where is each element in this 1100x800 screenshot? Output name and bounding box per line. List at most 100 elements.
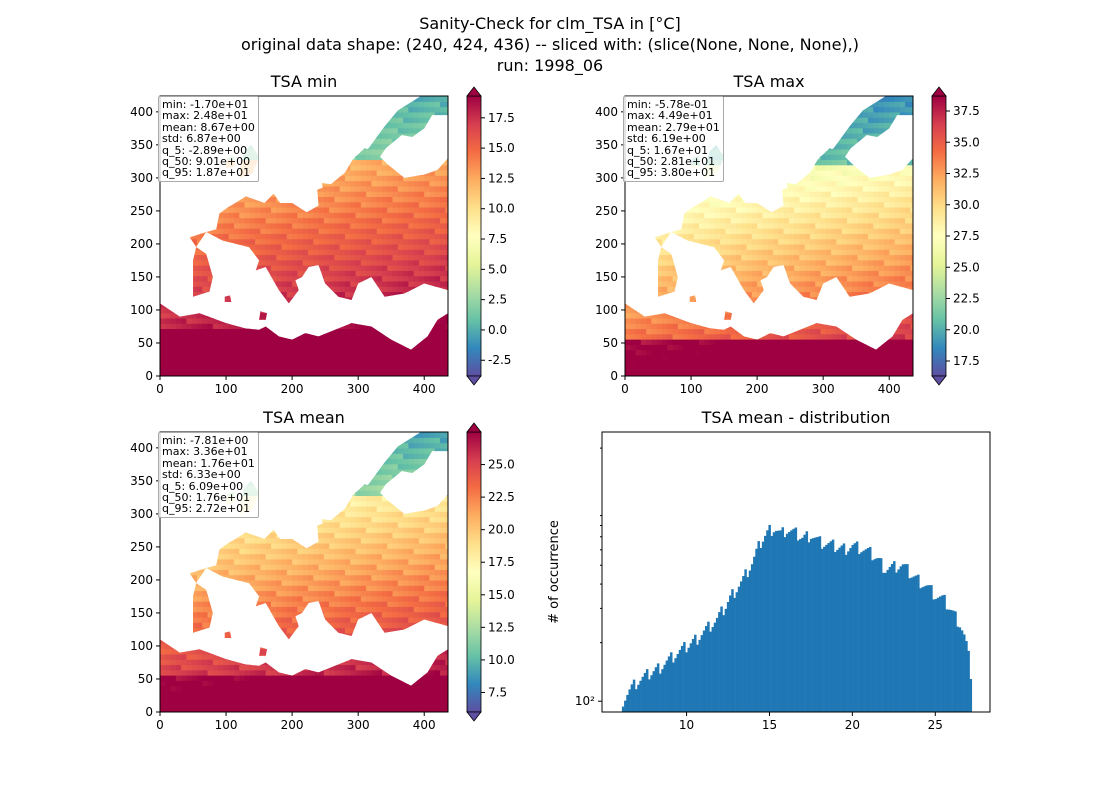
heatmap-cell (297, 169, 304, 176)
heatmap-cell (794, 217, 800, 224)
heatmap-cell (698, 185, 705, 192)
heatmap-cell (292, 96, 298, 102)
heatmap-cell (408, 111, 415, 118)
heatmap-cell (165, 201, 172, 208)
heatmap-cell (392, 259, 399, 266)
heatmap-cell (910, 265, 913, 271)
heatmap-cell (878, 312, 885, 319)
heatmap-cell (260, 117, 267, 124)
heatmap-cell (313, 138, 320, 145)
heatmap-cell (862, 201, 869, 208)
heatmap-cell (276, 117, 283, 124)
heatmap-cell (804, 280, 811, 287)
heatmap-cell (276, 175, 283, 182)
heatmap-cell (281, 302, 288, 308)
heatmap-cell (334, 354, 341, 361)
heatmap-cell (910, 270, 913, 277)
heatmap-cell (255, 228, 262, 234)
heatmap-cell (270, 217, 277, 224)
heatmap-cell (196, 291, 203, 298)
heatmap-cell (329, 243, 335, 250)
heatmap-cell (202, 354, 209, 361)
heatmap-cell (196, 217, 203, 224)
heatmap-cell (381, 307, 388, 314)
heatmap-cell (688, 354, 695, 361)
heatmap-cell (160, 360, 166, 367)
heatmap-cell (735, 212, 742, 219)
heatmap-cell (878, 233, 885, 240)
heatmap-cell (397, 286, 404, 293)
heatmap-cell (815, 333, 822, 340)
heatmap-cell (698, 275, 705, 282)
heatmap-cell (646, 254, 653, 261)
heatmap-cell (836, 259, 843, 266)
heatmap-cell (735, 206, 742, 213)
heatmap-cell (371, 302, 378, 308)
heatmap-cell (751, 349, 758, 356)
heatmap-cell (704, 349, 711, 356)
heatmap-cell (302, 106, 309, 113)
heatmap-cell (625, 296, 631, 303)
heatmap-cell (186, 296, 193, 303)
heatmap-cell (440, 148, 446, 155)
heatmap-cell (704, 222, 711, 229)
heatmap-cell (794, 249, 800, 256)
heatmap-cell (366, 233, 372, 240)
heatmap-cell (709, 370, 716, 376)
heatmap-cell (307, 212, 314, 219)
heatmap-cell (307, 360, 314, 367)
heatmap-cell (244, 312, 251, 319)
heatmap-cell (424, 96, 431, 102)
heatmap-cell (883, 339, 890, 345)
panel-title-tsa-min: TSA min (270, 72, 338, 91)
heatmap-cell (725, 365, 732, 372)
heatmap-cell (366, 201, 372, 208)
heatmap-cell (260, 164, 267, 171)
heatmap-cell (281, 206, 288, 213)
heatmap-cell (434, 296, 441, 303)
heatmap-cell (323, 354, 330, 361)
heatmap-cell (175, 296, 182, 303)
heatmap-cell (202, 291, 209, 298)
heatmap-cell (350, 159, 357, 166)
heatmap-cell (418, 370, 425, 376)
heatmap-cell (846, 333, 853, 340)
heatmap-cell (381, 148, 388, 155)
heatmap-cell (244, 201, 251, 208)
heatmap-cell (735, 265, 742, 271)
heatmap-cell (794, 370, 800, 376)
heatmap-cell (223, 302, 230, 308)
heatmap-cell (693, 317, 700, 324)
heatmap-cell (429, 111, 436, 118)
heatmap-cell (244, 328, 251, 335)
heatmap-cell (445, 217, 448, 224)
heatmap-cell (841, 370, 848, 376)
heatmap-cell (318, 233, 325, 240)
heatmap-cell (191, 307, 198, 314)
heatmap-cell (413, 212, 420, 219)
heatmap-cell (286, 360, 293, 367)
heatmap-cell (318, 117, 325, 124)
heatmap-cell (698, 206, 705, 213)
heatmap-cell (815, 185, 822, 192)
heatmap-cell (186, 354, 193, 361)
heatmap-cell (360, 217, 367, 224)
heatmap-cell (403, 302, 409, 308)
heatmap-cell (757, 265, 763, 271)
heatmap-cell (281, 317, 288, 324)
heatmap-cell (804, 275, 811, 282)
heatmap-cell (397, 138, 404, 145)
heatmap-cell (387, 333, 394, 340)
heatmap-cell (403, 259, 409, 266)
heatmap-cell (207, 270, 214, 277)
heatmap-cell (825, 349, 832, 356)
heatmap-cell (397, 233, 404, 240)
heatmap-cell (741, 286, 748, 293)
heatmap-cell (191, 259, 198, 266)
heatmap-cell (883, 333, 890, 340)
heatmap-cell (704, 228, 711, 234)
heatmap-cell (820, 238, 827, 245)
heatmap-cell (371, 243, 378, 250)
heatmap-cell (212, 243, 219, 250)
heatmap-cell (899, 333, 906, 340)
